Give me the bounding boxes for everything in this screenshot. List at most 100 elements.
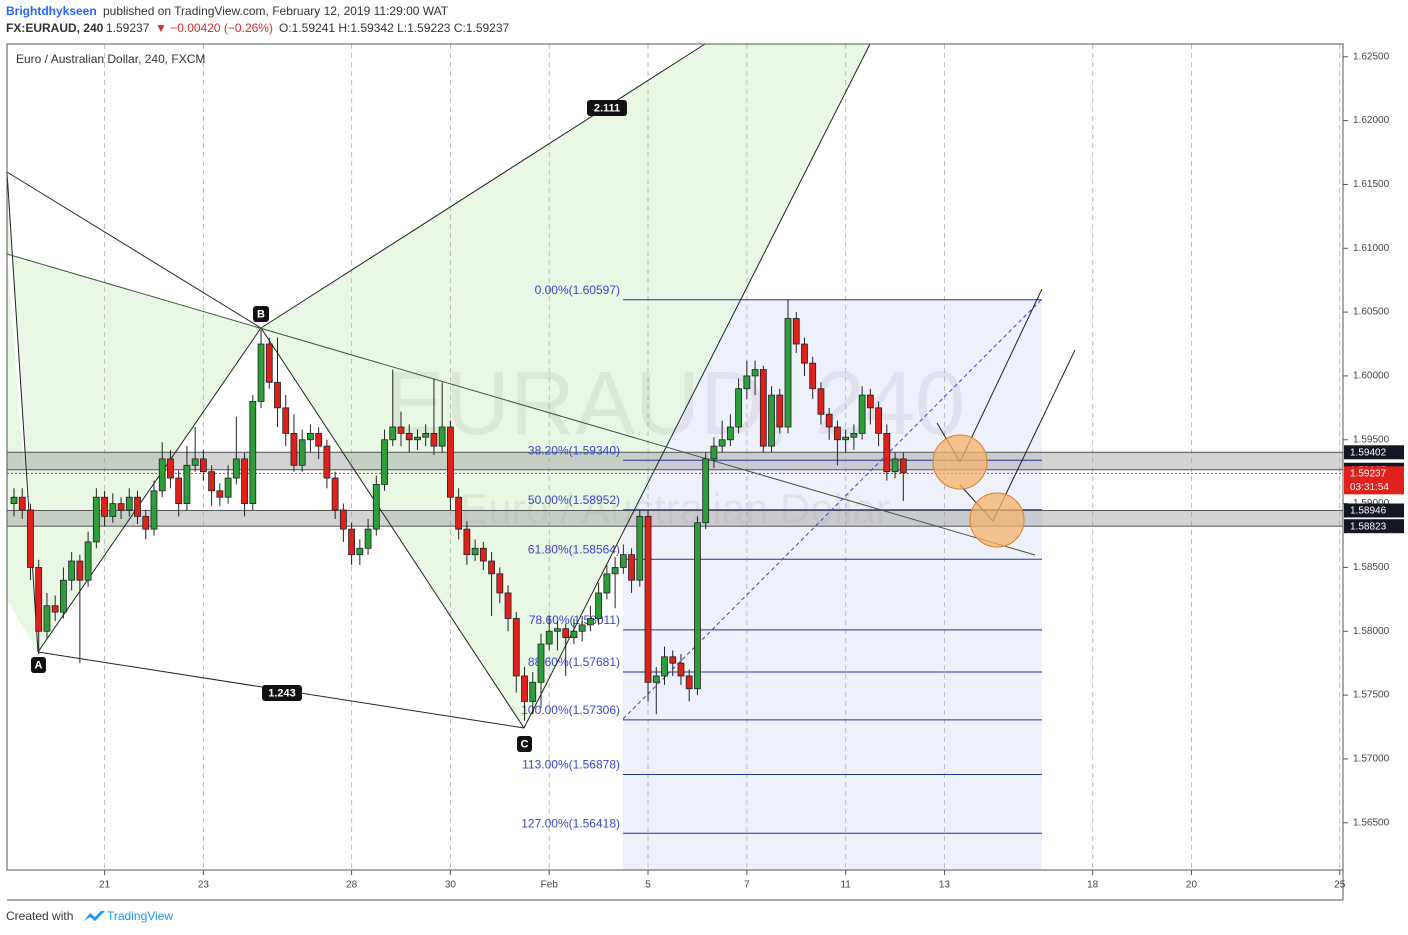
candle-body <box>150 490 158 530</box>
candle-body <box>438 426 446 447</box>
candle-body <box>710 445 718 460</box>
symbol: FX:EURAUD, 240 <box>6 21 104 35</box>
candle-body <box>488 560 495 575</box>
candle-body <box>628 554 635 581</box>
candle-body <box>834 426 841 441</box>
candle-body <box>216 490 224 498</box>
published: published on TradingView.com, February 1… <box>103 4 449 18</box>
tag-box <box>587 100 627 116</box>
x-tick-label: 23 <box>198 880 210 891</box>
candle-body <box>10 496 18 504</box>
x-tick-label: 5 <box>645 880 651 891</box>
ratio-label: 1.243 <box>268 687 296 699</box>
candle-body <box>364 528 372 549</box>
candle-body <box>471 547 479 556</box>
countdown: 03:31:54 <box>1350 482 1389 493</box>
candle-body <box>850 432 858 438</box>
candle-body <box>339 509 347 530</box>
candle-body <box>817 388 825 415</box>
y-tick-label: 1.59500 <box>1353 434 1390 445</box>
tag-box <box>262 685 302 701</box>
fib-label: 38.20%(1.59340) <box>528 443 620 457</box>
logo <box>84 911 105 921</box>
candle-body <box>315 432 323 447</box>
pattern-line <box>260 327 525 729</box>
candle-body <box>504 592 512 619</box>
candle-body <box>685 675 693 690</box>
price-tag <box>1344 445 1404 460</box>
candle-body <box>158 458 166 492</box>
candle-body <box>776 394 784 428</box>
candle-body <box>101 496 108 517</box>
candle-body <box>331 477 339 511</box>
candle-body <box>644 515 652 683</box>
candle-body <box>167 458 174 479</box>
candle-body <box>372 484 380 530</box>
candle-body <box>866 394 874 409</box>
x-tick-label: 28 <box>346 880 358 891</box>
bcd-fill <box>261 44 870 728</box>
candle-body <box>677 662 685 677</box>
candle-body <box>529 681 537 702</box>
tag-box <box>253 306 269 322</box>
candle-body <box>43 605 51 632</box>
candle-body <box>298 439 306 466</box>
candle-body <box>891 458 899 473</box>
pattern-lines <box>6 43 1076 729</box>
candle-body <box>726 426 734 441</box>
pattern-line <box>37 327 262 653</box>
y-tick-label: 1.61500 <box>1353 179 1390 190</box>
header-change: ▼ −0.00420 (−0.26%) <box>155 21 273 35</box>
point-label: A <box>35 659 43 671</box>
candle-body <box>191 458 199 466</box>
candle-body <box>142 515 150 530</box>
candle-body <box>751 369 759 377</box>
y-tick-label: 1.61000 <box>1353 243 1390 254</box>
price-tag <box>1344 519 1404 534</box>
candle-body <box>422 432 430 438</box>
header-ohlc: O:1.59241 H:1.59342 L:1.59223 C:1.59237 <box>279 21 510 35</box>
xab-fill <box>7 172 261 652</box>
ratio-label: 2.111 <box>594 102 620 114</box>
fib-label: 61.80%(1.58564) <box>528 542 620 556</box>
tag-box <box>517 736 532 752</box>
price-tag-label: 1.58946 <box>1350 506 1387 517</box>
candle-body <box>117 503 125 511</box>
price-tag-label: 1.58823 <box>1350 521 1387 532</box>
fib-diagonal <box>622 298 1043 720</box>
author: Brightdhykseen <box>6 4 97 18</box>
candle-body <box>694 522 701 690</box>
tag-box <box>31 657 46 673</box>
x-tick-label: 18 <box>1087 880 1099 891</box>
chart-title: Euro / Australian Dollar, 240, FXCM <box>16 52 205 66</box>
fib-label: 113.00%(1.56878) <box>522 758 620 772</box>
candle-body <box>735 388 743 428</box>
fib-label: 127.00%(1.56418) <box>521 816 620 830</box>
fib-label: 88.60%(1.57681) <box>528 655 620 669</box>
candle-body <box>397 426 405 434</box>
candle-body <box>784 318 792 428</box>
candle-body <box>479 547 487 562</box>
candle-body <box>718 439 726 447</box>
target-circle <box>932 434 988 490</box>
candle-body <box>792 318 800 345</box>
candle-body <box>842 436 850 441</box>
candle-body <box>578 624 586 632</box>
candle-body <box>241 458 248 504</box>
y-tick-label: 1.58500 <box>1353 562 1390 573</box>
y-tick-label: 1.57000 <box>1353 754 1390 765</box>
price-tag-label: 1.59402 <box>1350 447 1387 458</box>
candle-body <box>134 496 141 517</box>
fib-label: 50.00%(1.58952) <box>528 493 620 507</box>
candle-body <box>702 458 710 524</box>
zone <box>6 451 1344 471</box>
candle-body <box>636 515 644 581</box>
candle-body <box>199 458 207 473</box>
candle-body <box>669 656 677 664</box>
candle-body <box>18 496 26 511</box>
candle-body <box>232 458 240 479</box>
last-price-label: 1.59237 <box>1350 468 1387 479</box>
candle-body <box>512 618 520 677</box>
